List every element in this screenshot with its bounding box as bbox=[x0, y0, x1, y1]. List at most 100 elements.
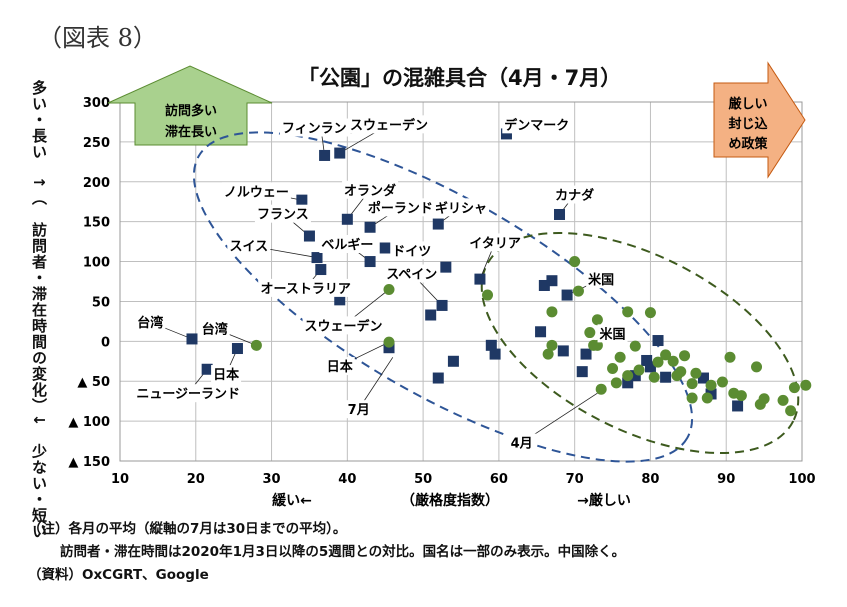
x-tick-label: 20 bbox=[187, 472, 205, 487]
annotation-label: 台湾 bbox=[135, 313, 166, 332]
annotation-text: スウェーデン bbox=[305, 318, 383, 334]
up-arrow bbox=[107, 65, 273, 146]
y-tick-label: 0 bbox=[101, 335, 110, 350]
data-point-july bbox=[341, 213, 353, 225]
x-tick-label: 90 bbox=[717, 472, 735, 487]
data-point-july bbox=[561, 289, 573, 301]
data-point-july bbox=[311, 252, 323, 264]
chart-title: 「公園」の混雑具合（4月・7月） bbox=[298, 66, 622, 90]
data-point-april bbox=[614, 351, 626, 363]
data-point-april bbox=[686, 378, 698, 390]
data-point-april bbox=[758, 393, 770, 405]
data-point-july bbox=[500, 128, 512, 140]
annotation-label: ノルウェー bbox=[221, 182, 291, 201]
data-point-july bbox=[296, 194, 308, 206]
annotation-bg bbox=[211, 365, 242, 384]
x-tick-label: 70 bbox=[566, 472, 584, 487]
annotation-label: オーストラリア bbox=[258, 278, 354, 297]
data-point-july bbox=[319, 149, 331, 161]
annotation-text: スウェーデン bbox=[350, 117, 428, 133]
annotation-text: フィンランド bbox=[282, 122, 360, 137]
y-tick-label: ▲ 50 bbox=[77, 375, 110, 390]
data-point-july bbox=[485, 339, 497, 351]
annotation-label: 日本 bbox=[211, 365, 242, 384]
data-point-july bbox=[379, 242, 391, 254]
annotation-text: 日本 bbox=[327, 359, 353, 375]
data-point-april bbox=[777, 394, 789, 406]
july-cluster-ellipse bbox=[192, 131, 694, 463]
data-point-april bbox=[675, 366, 687, 378]
annotation-text: オランダ bbox=[344, 183, 396, 199]
x-axis-label-right: →厳しい bbox=[577, 492, 631, 509]
data-point-july bbox=[546, 275, 558, 287]
data-point-april bbox=[667, 355, 679, 367]
data-point-july bbox=[705, 388, 717, 400]
annotation-label: 日本 bbox=[324, 357, 355, 376]
annotation-bg bbox=[279, 118, 362, 137]
data-point-july bbox=[231, 343, 243, 355]
data-point-july bbox=[425, 309, 437, 321]
data-point-april bbox=[652, 356, 664, 368]
annotation-text: デンマーク bbox=[504, 117, 569, 133]
y-tick-label: 100 bbox=[83, 256, 110, 271]
annotation-label: フランス bbox=[254, 204, 311, 223]
annotation-bg bbox=[597, 324, 628, 343]
data-point-april bbox=[629, 340, 641, 352]
annotation-text: ポーランド bbox=[368, 200, 433, 216]
data-point-july bbox=[538, 279, 550, 291]
data-point-april bbox=[800, 379, 812, 391]
data-point-april bbox=[595, 383, 607, 395]
data-point-april bbox=[633, 364, 645, 376]
annotation-bg bbox=[258, 278, 354, 297]
data-point-july bbox=[364, 256, 376, 268]
annotation-bg bbox=[390, 241, 434, 260]
data-point-april bbox=[383, 336, 395, 348]
y-tick-label: 150 bbox=[83, 216, 110, 231]
data-point-april bbox=[591, 314, 603, 326]
data-point-july bbox=[576, 366, 588, 378]
annotation-text: カナダ bbox=[555, 188, 594, 204]
data-point-april bbox=[686, 392, 698, 404]
annotation-text: ギリシャ bbox=[435, 200, 487, 216]
data-point-july bbox=[732, 400, 744, 412]
annotation-bg bbox=[199, 319, 230, 338]
annotation-text: 日本 bbox=[213, 367, 239, 383]
data-point-april bbox=[648, 371, 660, 383]
data-point-april bbox=[705, 379, 717, 391]
annotation-text: 米国 bbox=[600, 326, 626, 342]
x-axis-label-left: 緩い← bbox=[272, 492, 312, 509]
data-point-april bbox=[610, 377, 622, 389]
data-point-april bbox=[622, 370, 634, 382]
annotation-label: ベルギー bbox=[319, 235, 376, 254]
data-point-july bbox=[440, 261, 452, 273]
data-point-april bbox=[660, 349, 672, 361]
annotation-text: ニュージーランド bbox=[136, 387, 240, 402]
annotation-label: フィンランド bbox=[279, 118, 362, 137]
april-cluster-ellipse bbox=[480, 231, 800, 455]
x-tick-label: 50 bbox=[414, 472, 432, 487]
annotation-text: 台湾 bbox=[137, 315, 163, 331]
annotation-bg bbox=[553, 185, 597, 204]
annotation-bg bbox=[365, 198, 435, 217]
note-line-1: （注）各月の平均（縦軸の7月は30日までの平均）。 bbox=[28, 521, 347, 537]
right-arrow-label: 封じ込 bbox=[728, 116, 768, 132]
y-tick-label: 250 bbox=[83, 136, 110, 151]
right-arrow-label: め政策 bbox=[728, 136, 768, 152]
data-point-april bbox=[679, 350, 691, 362]
annotation-bg bbox=[467, 233, 524, 252]
data-point-july bbox=[557, 345, 569, 357]
x-tick-label: 100 bbox=[788, 472, 815, 487]
data-point-april bbox=[788, 382, 800, 394]
data-point-april bbox=[724, 351, 736, 363]
annotation-bg bbox=[254, 204, 311, 223]
annotation-label: カナダ bbox=[553, 185, 597, 204]
right-arrow-shape bbox=[713, 61, 806, 179]
y-tick-label: ▲ 100 bbox=[68, 415, 110, 430]
up-arrow-label: 訪問多い bbox=[165, 103, 217, 119]
figure-label: （図表 8） bbox=[38, 24, 157, 52]
data-point-april bbox=[751, 361, 763, 373]
data-point-july bbox=[201, 363, 213, 375]
data-point-july bbox=[432, 372, 444, 384]
annotation-label: スペイン bbox=[383, 264, 440, 283]
